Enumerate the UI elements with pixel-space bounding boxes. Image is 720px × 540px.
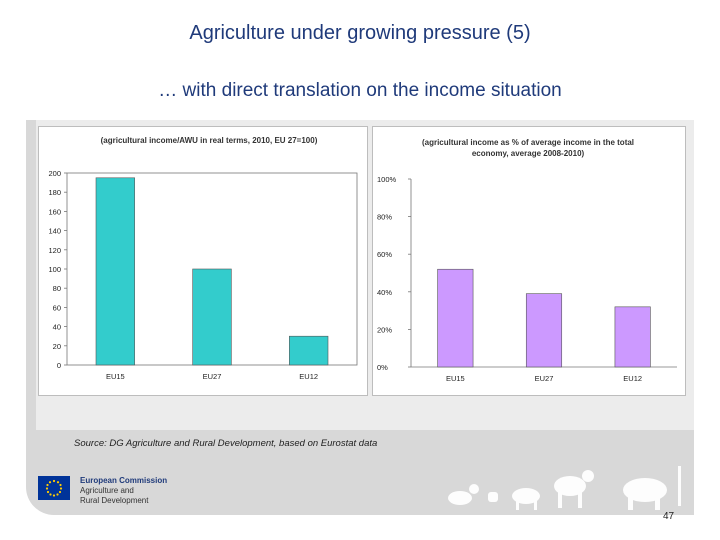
chart1-bar-eu12 (289, 335, 329, 366)
chart1-y-tick-label: 80 (53, 284, 61, 293)
chart-income-per-awu: (agricultural income/AWU in real terms, … (38, 126, 368, 396)
ec-logo-line2: Agriculture and (80, 486, 134, 495)
ec-logo-text: European Commission Agriculture and Rura… (80, 476, 167, 506)
chart2-y-tick-label: 80% (377, 213, 392, 222)
chart1-x-tick-label: EU27 (203, 372, 222, 381)
source-note: Source: DG Agriculture and Rural Develop… (74, 438, 378, 449)
chart2-title-line: economy, average 2008-2010) (472, 149, 585, 158)
chart2-bar-eu12 (614, 306, 651, 368)
chart2-y-tick-label: 100% (377, 175, 397, 184)
chart1-y-tick-label: 180 (48, 188, 61, 197)
chart1-title-line: (agricultural income/AWU in real terms, … (101, 136, 318, 145)
chart1-y-tick-label: 60 (53, 303, 61, 312)
chart1-x-tick-label: EU12 (299, 372, 318, 381)
chart2-bar-eu15 (437, 268, 474, 368)
chart2-x-tick-label: EU27 (535, 374, 554, 383)
farm-animals-icon (448, 466, 681, 510)
chart-income-per-awu-svg: (agricultural income/AWU in real terms, … (48, 136, 358, 381)
chart1-y-tick-label: 100 (48, 265, 61, 274)
ec-logo-line3: Rural Development (80, 496, 149, 505)
chart2-y-tick-label: 20% (377, 325, 392, 334)
chart1-bar-eu15 (95, 177, 135, 366)
chart1-x-tick-label: EU15 (106, 372, 125, 381)
slide-title: Agriculture under growing pressure (5) (189, 22, 531, 44)
chart1-y-tick-label: 20 (53, 342, 61, 351)
chart-income-share-svg: (agricultural income as % of average inc… (377, 138, 677, 383)
chart1-y-tick-label: 120 (48, 246, 61, 255)
chart1-y-tick-label: 160 (48, 207, 61, 216)
chart2-y-tick-label: 60% (377, 250, 392, 259)
slide-subtitle: … with direct translation on the income … (158, 80, 562, 101)
chart2-bar-eu27 (525, 293, 563, 368)
chart2-y-tick-label: 0% (377, 363, 388, 372)
chart1-y-tick-label: 200 (48, 169, 61, 178)
page-number: 47 (663, 511, 675, 522)
chart2-title-line: (agricultural income as % of average inc… (422, 138, 634, 147)
ec-logo-line1: European Commission (80, 476, 168, 485)
chart1-y-tick-label: 140 (48, 227, 61, 236)
chart2-y-tick-label: 40% (377, 288, 392, 297)
chart2-x-tick-label: EU15 (446, 374, 465, 383)
chart2-x-tick-label: EU12 (623, 374, 642, 383)
chart1-bar-eu27 (192, 268, 232, 366)
chart-income-share: (agricultural income as % of average inc… (372, 126, 686, 396)
eu-flag-icon (38, 476, 70, 500)
chart1-y-tick-label: 40 (53, 323, 61, 332)
chart1-y-tick-label: 0 (57, 361, 61, 370)
